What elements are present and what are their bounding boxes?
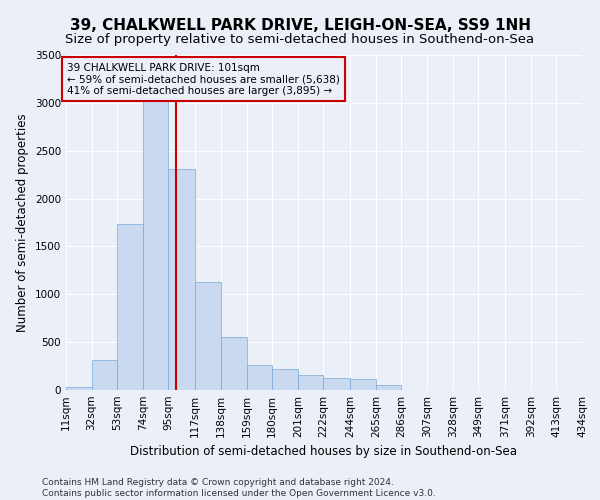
Bar [298, 375, 323, 390]
Bar [323, 378, 350, 390]
Bar [117, 224, 143, 390]
Bar [143, 92, 169, 390]
Text: 39 CHALKWELL PARK DRIVE: 101sqm
← 59% of semi-detached houses are smaller (5,638: 39 CHALKWELL PARK DRIVE: 101sqm ← 59% of… [67, 62, 340, 96]
Y-axis label: Number of semi-detached properties: Number of semi-detached properties [16, 113, 29, 332]
Text: 39, CHALKWELL PARK DRIVE, LEIGH-ON-SEA, SS9 1NH: 39, CHALKWELL PARK DRIVE, LEIGH-ON-SEA, … [70, 18, 530, 32]
Bar [247, 364, 272, 390]
Bar [272, 369, 298, 390]
Text: Contains HM Land Registry data © Crown copyright and database right 2024.
Contai: Contains HM Land Registry data © Crown c… [42, 478, 436, 498]
Bar [221, 337, 247, 390]
Bar [196, 282, 221, 390]
Bar [169, 169, 196, 390]
Text: Size of property relative to semi-detached houses in Southend-on-Sea: Size of property relative to semi-detach… [65, 32, 535, 46]
Bar [92, 360, 117, 390]
Bar [376, 385, 401, 390]
Bar [66, 387, 92, 390]
Bar [350, 379, 376, 390]
X-axis label: Distribution of semi-detached houses by size in Southend-on-Sea: Distribution of semi-detached houses by … [131, 446, 517, 458]
